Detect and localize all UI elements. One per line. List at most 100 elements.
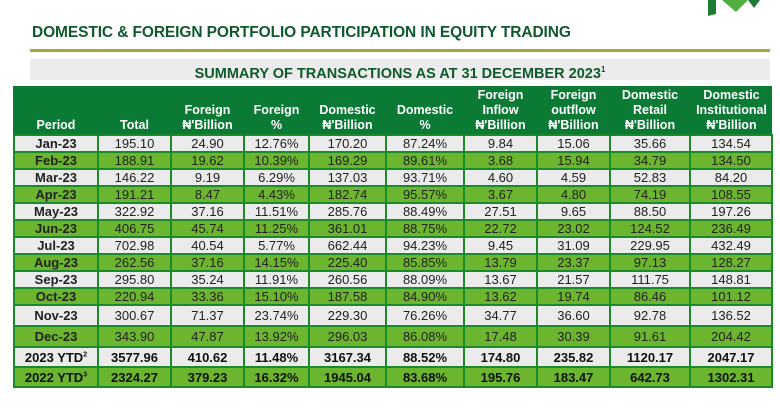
- value-cell: 204.42: [689, 325, 773, 348]
- value-cell: 3.68: [463, 151, 538, 170]
- column-header: Domestic Retail ₦'Billion: [609, 86, 690, 135]
- value-cell: 183.47: [536, 366, 611, 388]
- period-cell: Apr-23: [13, 185, 99, 204]
- value-cell: 11.48%: [243, 346, 310, 368]
- value-cell: 9.65: [536, 202, 611, 221]
- header-line: %: [270, 118, 283, 132]
- value-cell: 16.32%: [243, 366, 310, 388]
- value-cell: 52.83: [609, 168, 691, 187]
- value-cell: 33.36: [170, 287, 245, 306]
- value-cell: 37.16: [170, 253, 245, 272]
- header-line: [246, 88, 307, 103]
- value-cell: 2047.17: [689, 346, 773, 368]
- value-cell: 30.39: [536, 325, 611, 348]
- value-cell: 169.29: [308, 151, 387, 170]
- value-cell: 229.30: [308, 304, 387, 327]
- value-cell: 3.67: [463, 185, 538, 204]
- value-cell: 97.13: [609, 253, 691, 272]
- value-cell: 13.62: [463, 287, 538, 306]
- title-divider: [30, 49, 770, 52]
- value-cell: 15.06: [536, 134, 611, 153]
- header-line: Retail: [632, 103, 668, 117]
- header-line: Domestic: [396, 103, 454, 117]
- table-row: Apr-23 191.21 8.47 4.43% 182.74 95.57% 3.67 4.8…: [13, 185, 773, 204]
- value-cell: 17.48: [463, 325, 538, 348]
- column-header: Period: [13, 86, 98, 135]
- value-cell: 170.20: [308, 134, 387, 153]
- header-line: ₦'Billion: [624, 118, 676, 132]
- value-cell: 84.90%: [385, 287, 465, 306]
- value-cell: 13.79: [463, 253, 538, 272]
- value-cell: 410.62: [170, 346, 245, 368]
- value-cell: 95.57%: [385, 185, 465, 204]
- value-cell: 88.09%: [385, 270, 465, 289]
- table-row: Jun-23 406.75 45.74 11.25% 361.01 88.75% 22.72…: [13, 219, 773, 238]
- table-subtitle: SUMMARY OF TRANSACTIONS AS AT 31 DECEMBE…: [30, 59, 770, 82]
- value-cell: 10.39%: [243, 151, 310, 170]
- value-cell: 15.94: [536, 151, 611, 170]
- value-cell: 5.77%: [243, 236, 310, 255]
- column-header: Domestic ₦'Billion: [308, 86, 386, 135]
- value-cell: 13.92%: [243, 325, 310, 348]
- value-cell: 84.20: [689, 168, 773, 187]
- value-cell: 182.74: [308, 185, 387, 204]
- column-header: Foreign%: [243, 86, 309, 135]
- footnote-marker: 2: [83, 351, 88, 359]
- header-line: ₦'Billion: [706, 118, 757, 132]
- value-cell: 146.22: [97, 168, 172, 187]
- value-cell: 86.08%: [385, 325, 465, 348]
- value-cell: 111.75: [609, 270, 691, 289]
- header-line: Foreign: [253, 103, 300, 117]
- period-cell: Jun-23: [13, 219, 99, 238]
- value-cell: 128.27: [689, 253, 773, 272]
- value-cell: 88.50: [609, 202, 691, 221]
- header-line: outflow: [551, 103, 596, 117]
- value-cell: 8.47: [170, 185, 245, 204]
- value-cell: 136.52: [689, 304, 773, 327]
- period-cell: 2023 YTD2: [13, 346, 99, 368]
- value-cell: 45.74: [170, 219, 245, 238]
- value-cell: 4.43%: [243, 185, 310, 204]
- header-row: Period Total Foreign ₦'Billion Foreign% D…: [13, 86, 772, 135]
- table-row: Feb-23 188.91 19.62 10.39% 169.29 89.61% 3.68 1…: [13, 151, 773, 170]
- value-cell: 36.60: [536, 304, 611, 327]
- value-cell: 23.74%: [243, 304, 310, 327]
- period-label: 2022 YTD: [24, 369, 84, 385]
- header-line: [100, 103, 169, 118]
- value-cell: 322.92: [97, 202, 172, 221]
- value-cell: 343.90: [97, 325, 172, 348]
- value-cell: 134.50: [689, 151, 773, 170]
- value-cell: 12.76%: [243, 134, 310, 153]
- column-header: Foreign outflow ₦'Billion: [536, 86, 610, 135]
- value-cell: 27.51: [463, 202, 538, 221]
- header-line: [16, 88, 96, 103]
- value-cell: 47.87: [170, 325, 245, 348]
- value-cell: 23.02: [536, 219, 611, 238]
- table-row: Aug-23 262.56 37.16 14.15% 225.40 85.85% 13.79…: [13, 253, 773, 272]
- header-line: Total: [120, 118, 149, 132]
- value-cell: 40.54: [170, 236, 245, 255]
- subtitle-text: SUMMARY OF TRANSACTIONS AS AT 31 DECEMBE…: [194, 65, 601, 82]
- value-cell: 88.75%: [385, 219, 465, 238]
- value-cell: 702.98: [97, 236, 172, 255]
- header-line: [173, 88, 242, 103]
- period-cell: Oct-23: [13, 287, 99, 306]
- value-cell: 35.24: [170, 270, 245, 289]
- value-cell: 134.54: [689, 134, 773, 153]
- value-cell: 229.95: [609, 236, 691, 255]
- table-row: Nov-23 300.67 71.37 23.74% 229.30 76.26% 34.77…: [13, 304, 773, 327]
- value-cell: 108.55: [689, 185, 773, 204]
- value-cell: 260.56: [308, 270, 387, 289]
- value-cell: 197.26: [689, 202, 773, 221]
- column-header: Domestic%: [385, 86, 464, 135]
- value-cell: 285.76: [308, 202, 387, 221]
- value-cell: 21.57: [536, 270, 611, 289]
- value-cell: 137.03: [308, 168, 387, 187]
- value-cell: 662.44: [308, 236, 387, 255]
- value-cell: 34.79: [609, 151, 691, 170]
- value-cell: 379.23: [170, 366, 245, 388]
- value-cell: 22.72: [463, 219, 538, 238]
- value-cell: 89.61%: [385, 151, 465, 170]
- totals-row: 2023 YTD2 3577.96 410.62 11.48% 3167.34 88.52…: [13, 346, 773, 368]
- value-cell: 101.12: [689, 287, 773, 306]
